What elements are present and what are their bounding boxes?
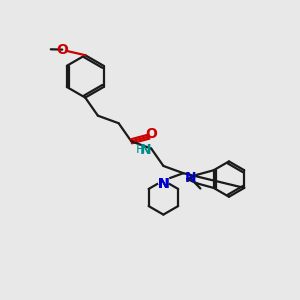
Text: O: O <box>146 127 157 141</box>
Text: H: H <box>135 143 145 156</box>
Text: N: N <box>185 172 197 185</box>
Text: N: N <box>140 143 152 157</box>
Text: N: N <box>157 177 169 191</box>
Text: N: N <box>157 177 169 191</box>
Text: O: O <box>56 43 68 57</box>
Text: N: N <box>157 177 169 191</box>
